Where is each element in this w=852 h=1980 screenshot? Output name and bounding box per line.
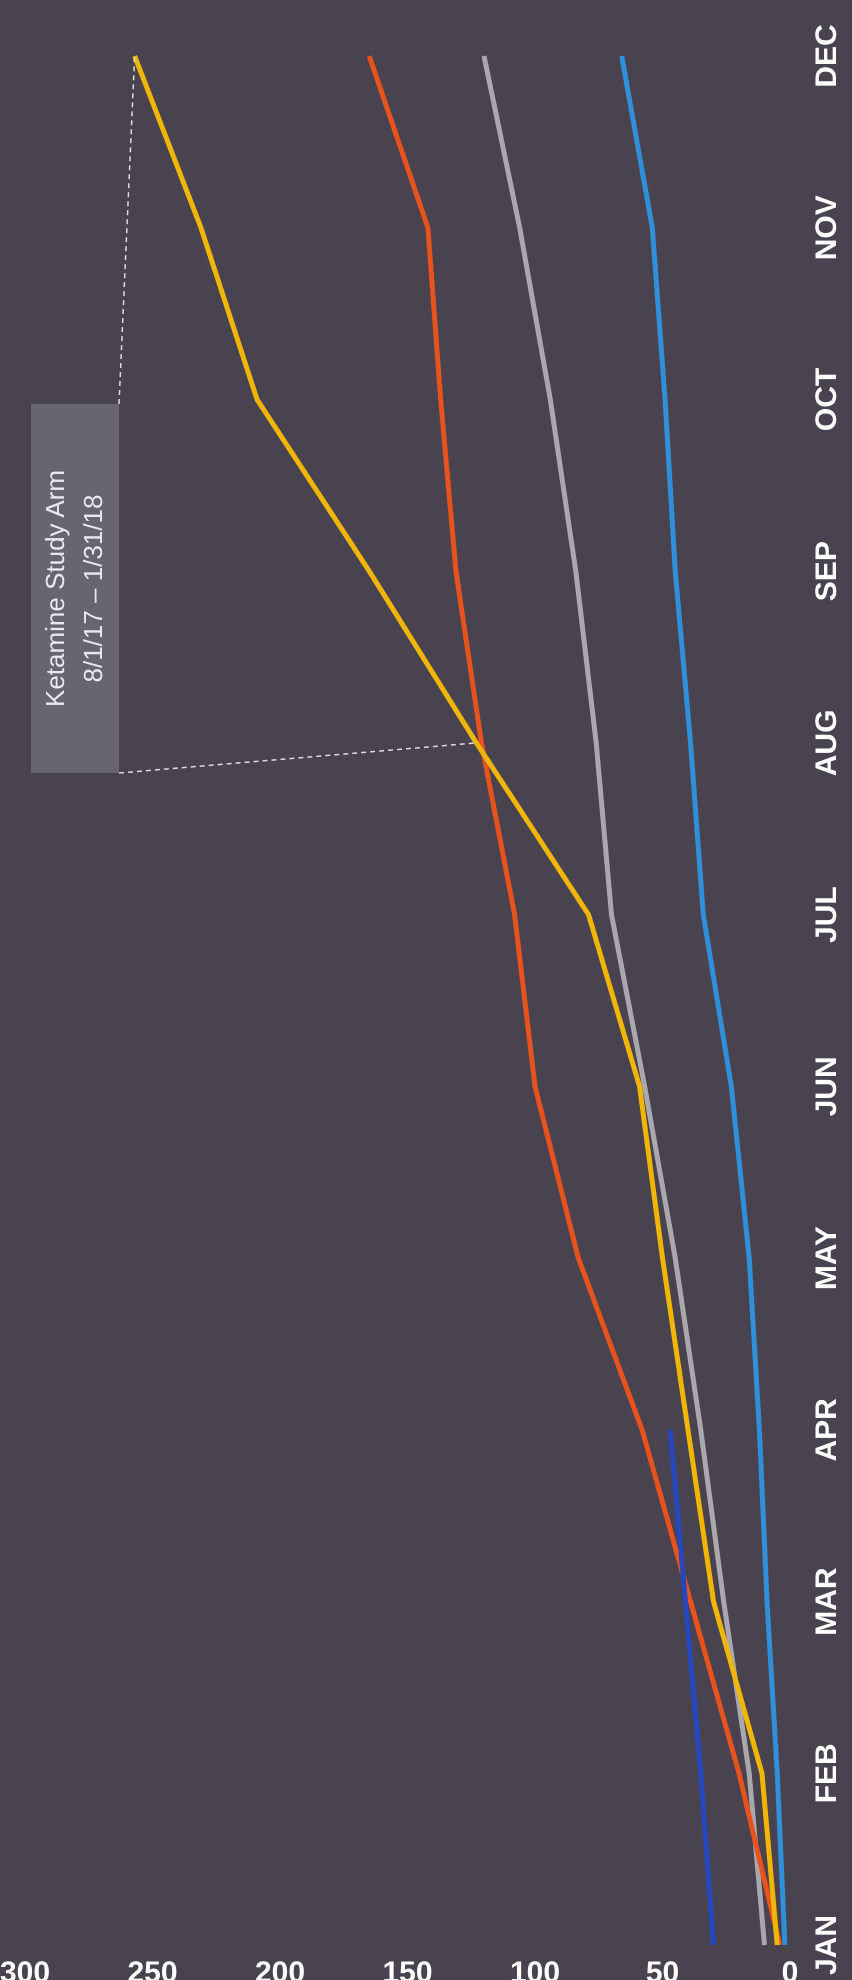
y-tick-label: 50 <box>646 1956 679 1980</box>
series-line <box>619 55 788 1946</box>
annotation-box <box>31 404 119 773</box>
x-tick-label: APR <box>810 1398 843 1462</box>
y-tick-label: 0 <box>782 1956 799 1980</box>
series-line <box>132 55 780 1946</box>
annotation-text: 8/1/17 – 1/31/18 <box>78 495 108 683</box>
x-tick-label: JAN <box>810 1915 843 1975</box>
x-tick-label: AUG <box>810 710 843 777</box>
series-line <box>481 55 767 1946</box>
x-tick-label: DEC <box>810 24 843 87</box>
x-tick-label: FEB <box>810 1743 843 1803</box>
y-tick-label: 200 <box>255 1956 305 1980</box>
x-tick-label: MAY <box>810 1226 843 1290</box>
x-tick-label: JUN <box>810 1056 843 1116</box>
x-tick-label: MAR <box>810 1567 843 1636</box>
annotation-leader <box>118 55 477 774</box>
x-tick-label: JUL <box>810 886 843 943</box>
x-tick-label: NOV <box>810 195 843 260</box>
series-line <box>366 55 783 1946</box>
y-tick-label: 150 <box>382 1956 432 1980</box>
rotated-chart: 0 50 100 150 200 250 300 JAN FEB MAR APR MAY JUN JUL A… <box>0 24 843 1980</box>
series-line <box>667 1429 716 1946</box>
y-tick-label: 100 <box>510 1956 560 1980</box>
y-tick-label: 250 <box>127 1956 177 1980</box>
y-tick-label: 300 <box>0 1956 50 1980</box>
x-tick-label: OCT <box>810 368 843 431</box>
x-tick-label: SEP <box>810 541 843 601</box>
annotation-text: Ketamine Study Arm <box>40 470 70 707</box>
